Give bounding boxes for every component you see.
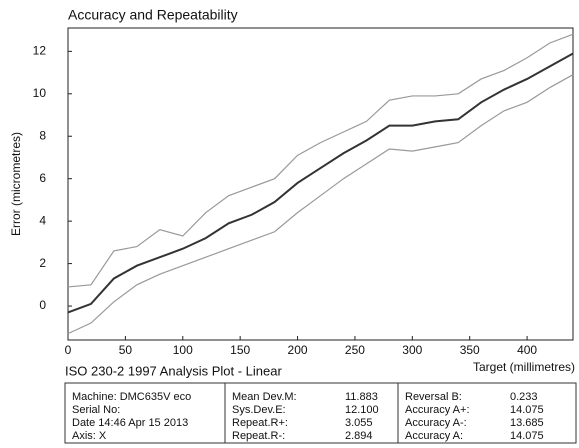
x-tick-label: 0: [65, 343, 72, 357]
x-tick-label: 150: [230, 343, 250, 357]
info-label: Accuracy A-:: [405, 417, 467, 429]
info-label: Mean Dev.M:: [232, 391, 297, 403]
plot-frame: [67, 27, 574, 341]
y-tick-label: 10: [33, 86, 47, 100]
x-tick-label: 350: [460, 343, 480, 357]
info-label: Repeat.R+:: [232, 417, 288, 429]
info-label: Accuracy A+:: [405, 404, 470, 416]
info-text: Axis: X: [72, 430, 107, 442]
y-tick-label: 12: [33, 44, 47, 58]
y-tick-label: 4: [39, 213, 46, 227]
y-tick-label: 0: [39, 298, 46, 312]
info-text: Machine: DMC635V eco: [72, 391, 191, 403]
info-value: 2.894: [345, 430, 373, 442]
y-tick-label: 8: [39, 128, 46, 142]
info-text: Serial No:: [72, 404, 120, 416]
y-axis-label: Error (micrometres): [9, 132, 23, 236]
info-label: Accuracy A:: [405, 430, 463, 442]
info-label: Reversal B:: [405, 391, 462, 403]
info-text: Date 14:46 Apr 15 2013: [72, 417, 188, 429]
x-tick-label: 300: [402, 343, 422, 357]
info-value: 14.075: [510, 430, 544, 442]
series-line: [67, 74, 574, 335]
info-value: 0.233: [510, 391, 538, 403]
info-value: 11.883: [345, 391, 378, 403]
series-line: [67, 52, 574, 314]
info-value: 13.685: [510, 417, 544, 429]
info-label: Repeat.R-:: [232, 430, 285, 442]
x-tick-label: 250: [345, 343, 365, 357]
x-axis-label: Target (millimetres): [473, 360, 575, 374]
y-tick-label: 6: [39, 171, 46, 185]
x-tick-label: 50: [119, 343, 133, 357]
x-tick-label: 100: [173, 343, 193, 357]
y-tick-label: 2: [39, 256, 46, 270]
x-tick-label: 200: [288, 343, 308, 357]
chart-title: Accuracy and Repeatability: [68, 7, 238, 23]
info-table: [64, 382, 577, 444]
series-line: [67, 33, 574, 288]
info-label: Sys.Dev.E:: [232, 404, 286, 416]
info-value: 12.100: [345, 404, 379, 416]
info-value: 3.055: [345, 417, 373, 429]
subtitle: ISO 230-2 1997 Analysis Plot - Linear: [65, 363, 282, 378]
info-value: 14.075: [510, 404, 544, 416]
x-tick-label: 400: [517, 343, 537, 357]
